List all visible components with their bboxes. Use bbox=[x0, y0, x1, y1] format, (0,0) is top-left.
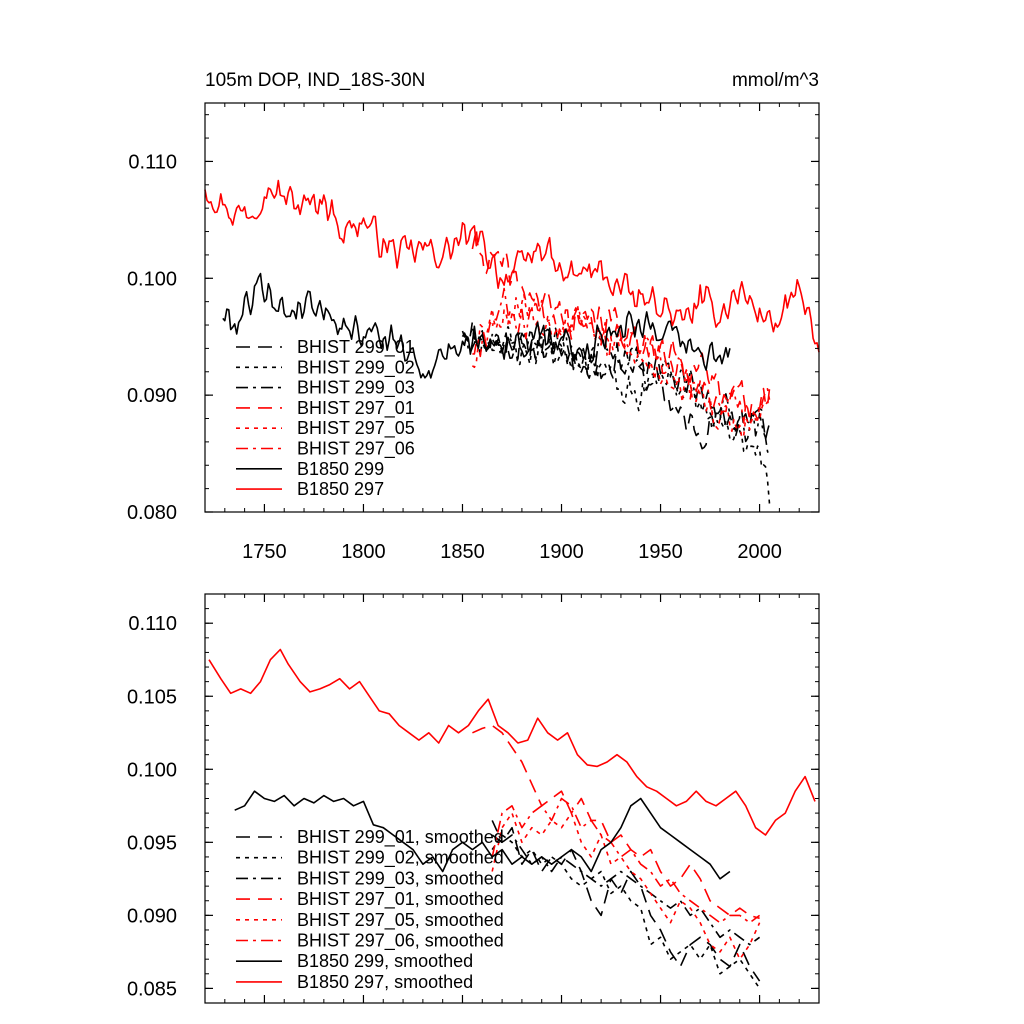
top-panel: 1750 1800 1850 1900 1950 2000 0.080 0.090 0.100 0… bbox=[127, 102, 820, 563]
series-line-bhist-297-01-smoothed bbox=[472, 724, 760, 920]
y-tick-label: 0.110 bbox=[128, 613, 177, 635]
units-label: mmol/m^3 bbox=[732, 70, 819, 91]
y-tick-label: 0.105 bbox=[127, 686, 177, 708]
legend-label-bhist-299-03-smoothed: BHIST 299_03, smoothed bbox=[297, 868, 504, 889]
legend-label-bhist-297-01-smoothed: BHIST 297_01, smoothed bbox=[297, 889, 504, 910]
x-tick-label: 1850 bbox=[440, 541, 485, 563]
legend-label-b1850-299-smoothed: B1850 299, smoothed bbox=[297, 951, 473, 971]
legend-label-b1850-297-smoothed: B1850 297, smoothed bbox=[297, 972, 473, 992]
x-tick-label: 1800 bbox=[341, 541, 386, 563]
y-tick-label: 0.100 bbox=[127, 759, 177, 781]
x-tick-label: 1950 bbox=[638, 541, 683, 563]
legend-label-bhist-297-05-smoothed: BHIST 297_05, smoothed bbox=[297, 910, 504, 931]
y-tick-label: 0.090 bbox=[127, 905, 177, 927]
series-line-bhist-297-06-smoothed bbox=[491, 797, 761, 924]
legend-label-bhist-297-06-smoothed: BHIST 297_06, smoothed bbox=[297, 931, 504, 952]
legend-label-bhist-299-03: BHIST 299_03 bbox=[297, 378, 415, 399]
y-tick-label: 0.085 bbox=[127, 978, 177, 1000]
series-line-b1850-297-smoothed bbox=[208, 648, 816, 836]
legend-label-bhist-299-01-smoothed: BHIST 299_01, smoothed bbox=[297, 827, 504, 848]
series-line-bhist-297-01 bbox=[471, 228, 771, 418]
bottom-panel: 0.085 0.090 0.095 0.100 0.105 0.110 BHIST 299_… bbox=[127, 593, 820, 1004]
series-line-bhist-297-05-smoothed bbox=[491, 812, 761, 960]
series-line-bhist-299-01-smoothed bbox=[491, 826, 761, 982]
legend-label-bhist-297-01: BHIST 297_01 bbox=[297, 398, 415, 419]
series-line-bhist-297-06 bbox=[472, 287, 771, 424]
y-tick-label: 0.095 bbox=[127, 832, 177, 854]
legend-label-b1850-297: B1850 297 bbox=[297, 479, 384, 499]
series-line-b1850-297 bbox=[204, 179, 820, 353]
legend-label-b1850-299: B1850 299 bbox=[297, 459, 384, 479]
series-line-bhist-299-02-smoothed bbox=[491, 834, 761, 989]
series-line-b1850-299 bbox=[222, 272, 731, 379]
y-tick-label: 0.080 bbox=[127, 502, 177, 524]
series-line-bhist-299-01 bbox=[461, 320, 771, 450]
x-tick-label: 1750 bbox=[242, 541, 287, 563]
x-tick-label: 1900 bbox=[539, 541, 584, 563]
legend-label-bhist-299-02: BHIST 299_02 bbox=[297, 357, 415, 378]
y-tick-label: 0.110 bbox=[128, 151, 177, 173]
chart-title: 105m DOP, IND_18S-30N bbox=[205, 70, 425, 91]
legend-label-bhist-299-01: BHIST 299_01 bbox=[297, 337, 415, 358]
series-line-bhist-297-05 bbox=[471, 294, 771, 439]
legend-label-bhist-297-05: BHIST 297_05 bbox=[297, 418, 415, 439]
x-tick-label: 2000 bbox=[737, 541, 782, 563]
y-tick-label: 0.100 bbox=[127, 268, 177, 290]
series-line-b1850-299-smoothed bbox=[234, 790, 731, 880]
series-line-bhist-299-02 bbox=[461, 326, 771, 504]
plot-frame bbox=[204, 102, 820, 513]
legend-label-bhist-297-06: BHIST 297_06 bbox=[297, 439, 415, 460]
legend-label-bhist-299-02-smoothed: BHIST 299_02, smoothed bbox=[297, 848, 504, 869]
y-tick-label: 0.090 bbox=[127, 385, 177, 407]
